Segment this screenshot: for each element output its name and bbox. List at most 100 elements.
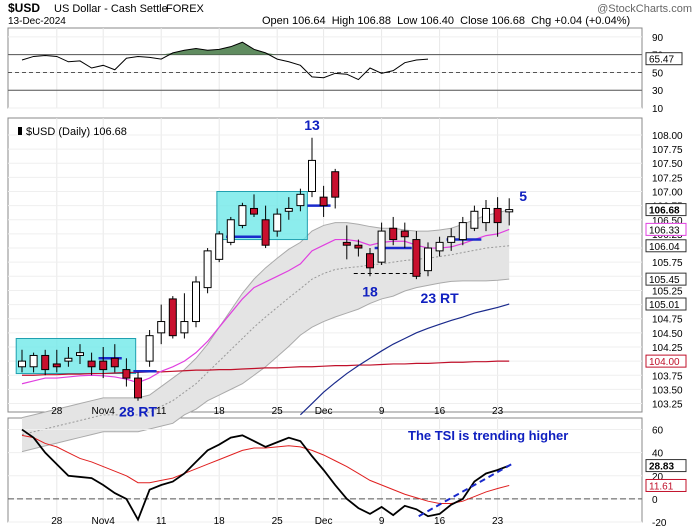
keltner-band-fill bbox=[22, 209, 510, 452]
rsi-tick-label: 30 bbox=[652, 86, 664, 97]
price-value-tag: 105.01 bbox=[649, 300, 680, 311]
x-tick-label-bottom: Dec bbox=[315, 516, 333, 527]
price-value-tag: 106.68 bbox=[649, 206, 680, 217]
candle-up bbox=[203, 250, 212, 289]
x-tick-label-bottom: 25 bbox=[272, 516, 284, 527]
tsi-value-tag: 11.61 bbox=[649, 481, 674, 492]
band-upper-line bbox=[21, 209, 510, 419]
x-tick-label: Nov4 bbox=[92, 406, 116, 417]
price-tick-label: 104.50 bbox=[652, 329, 683, 340]
header-date: 13-Dec-2024 bbox=[8, 16, 66, 27]
annotation-23-rt: 23 RT bbox=[421, 290, 460, 306]
annotation-28-rt: 28 RT bbox=[119, 404, 158, 420]
price-panel: 108.00107.75107.50107.25107.00106.75106.… bbox=[8, 126, 687, 453]
candle-up bbox=[435, 241, 444, 252]
x-tick-label: 11 bbox=[156, 406, 167, 417]
candle-down bbox=[41, 354, 50, 371]
annotations: 13 5 18 23 RT 28 RT The TSI is trending … bbox=[119, 117, 568, 443]
price-tick-label: 103.25 bbox=[652, 400, 683, 411]
x-tick-label: 16 bbox=[434, 406, 446, 417]
price-value-tag-box bbox=[645, 239, 687, 253]
candle-down bbox=[87, 360, 96, 368]
candle-down bbox=[493, 207, 502, 224]
rsi-panel: 907050301065.47 bbox=[8, 33, 683, 115]
price-title: $USD (Daily) 106.68 bbox=[26, 126, 127, 138]
x-tick-label-bottom: 28 bbox=[51, 516, 63, 527]
header-exchange: FOREX bbox=[166, 3, 205, 15]
tsi-tick-label: 40 bbox=[652, 449, 664, 460]
candle-up bbox=[18, 360, 26, 368]
candle-up bbox=[180, 321, 189, 334]
candle-down bbox=[319, 196, 328, 207]
candle-up bbox=[226, 219, 235, 243]
tsi-value-tag-box bbox=[645, 478, 687, 492]
candle-up bbox=[447, 236, 456, 243]
price-value-tag: 106.33 bbox=[649, 225, 680, 236]
tsi-value-tag: 28.83 bbox=[649, 462, 674, 473]
price-value-tag-box bbox=[645, 354, 687, 368]
candle-up bbox=[215, 233, 224, 260]
price-tick-label: 107.75 bbox=[652, 145, 683, 156]
candle-up bbox=[470, 210, 479, 229]
x-axis: 28 28 Nov4 Nov4 11 11 18 18 25 25 Dec Dec 9 9 16 16 23 23 bbox=[51, 406, 503, 527]
price-tick-label: 107.00 bbox=[652, 188, 683, 199]
candle-up bbox=[308, 159, 316, 192]
candle-up bbox=[424, 247, 432, 272]
price-tick-label: 105.25 bbox=[652, 286, 683, 297]
annotation-count-18: 18 bbox=[362, 283, 378, 299]
candle-down bbox=[122, 369, 131, 379]
price-tick-label: 107.50 bbox=[652, 159, 683, 170]
x-tick-label-bottom: Nov4 bbox=[92, 516, 116, 527]
tsi-panel: 60 40 20 0 -20 28.83 11.61 bbox=[8, 426, 687, 529]
header: $USD US Dollar - Cash Settle FOREX @Stoc… bbox=[8, 1, 692, 27]
header-symbol: $USD bbox=[8, 1, 40, 15]
candle-up bbox=[238, 205, 247, 226]
x-tick-label-bottom: 23 bbox=[492, 516, 504, 527]
candle-up bbox=[76, 352, 84, 356]
candle-down bbox=[354, 244, 363, 249]
candle-up bbox=[284, 207, 293, 212]
price-value-tag-box bbox=[645, 272, 687, 286]
candle-legend-icon bbox=[18, 127, 22, 135]
candle-up bbox=[192, 281, 200, 323]
candle-down bbox=[331, 171, 340, 198]
price-tick-label: 107.25 bbox=[652, 173, 683, 184]
header-quote: Open 106.64 High 106.88 Low 106.40 Close… bbox=[262, 15, 630, 27]
tsi-signal-line bbox=[21, 434, 510, 505]
x-tick-label: 18 bbox=[214, 406, 226, 417]
tsi-frame bbox=[7, 417, 643, 523]
tsi-tick-label: 0 bbox=[652, 495, 658, 506]
rsi-current-label: 65.47 bbox=[649, 55, 674, 66]
annotation-count-13: 13 bbox=[304, 117, 320, 133]
price-value-tag-box bbox=[645, 222, 687, 236]
price-value-tag: 105.45 bbox=[649, 275, 680, 286]
band-lower-line bbox=[21, 278, 510, 453]
candle-up bbox=[64, 357, 73, 362]
ma-navy-line bbox=[299, 303, 510, 416]
tsi-trendline bbox=[418, 463, 513, 518]
x-tick-label-bottom: 16 bbox=[434, 516, 446, 527]
candle-up bbox=[29, 354, 38, 368]
tsi-value-tag-box bbox=[645, 459, 687, 473]
candle-down bbox=[412, 239, 421, 277]
candle-down bbox=[261, 219, 270, 246]
candle-down bbox=[342, 241, 351, 246]
candle-up bbox=[377, 230, 386, 263]
tsi-tick-label: 20 bbox=[652, 472, 664, 483]
price-value-tag: 106.04 bbox=[649, 242, 680, 253]
rsi-frame bbox=[7, 27, 643, 109]
candle-up bbox=[296, 193, 305, 207]
x-tick-label-bottom: 11 bbox=[156, 516, 167, 527]
rsi-tick-label: 50 bbox=[652, 68, 664, 79]
x-tick-label-bottom: 9 bbox=[379, 516, 385, 527]
candle-down bbox=[110, 357, 119, 368]
price-tick-label: 108.00 bbox=[652, 131, 683, 142]
price-tick-label: 104.75 bbox=[652, 315, 683, 326]
rsi-tick-label: 10 bbox=[652, 104, 664, 115]
price-value-tag-box bbox=[645, 203, 687, 217]
price-tick-label: 103.50 bbox=[652, 385, 683, 396]
x-tick-label: Dec bbox=[315, 406, 333, 417]
tsi-tick-label: 60 bbox=[652, 426, 664, 437]
annotation-count-5: 5 bbox=[519, 188, 527, 204]
